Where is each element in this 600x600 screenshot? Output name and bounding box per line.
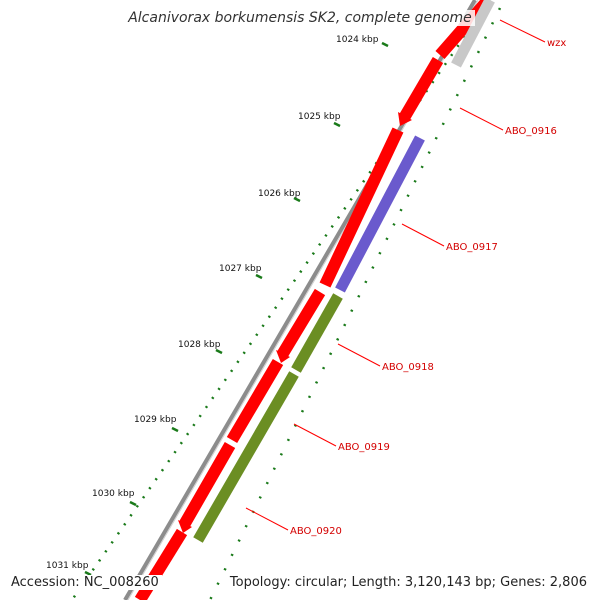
gene-label-ABO_0920[interactable]: ABO_0920 [290, 526, 342, 537]
gene-label-wzx[interactable]: wzx [547, 38, 566, 49]
tick-label: 1026 kbp [258, 189, 301, 199]
gene-label-ABO_0919[interactable]: ABO_0919 [338, 442, 390, 453]
gene-arrow-ABO_0916[interactable] [398, 56, 444, 122]
gene-arrow-ABO_0918[interactable] [291, 293, 343, 373]
gene-arrow-fwd-d[interactable] [178, 442, 236, 528]
map-title: Alcanivorax borkumensis SK2, complete ge… [0, 10, 600, 26]
tick-label: 1028 kbp [178, 340, 221, 350]
gene-arrow-wzx[interactable] [451, 0, 495, 68]
tick-labels: 1024 kbp 1025 kbp 1026 kbp 1027 kbp 1028… [46, 35, 379, 571]
tick-label: 1027 kbp [219, 264, 262, 274]
gene-labels: wzx ABO_0916 ABO_0917 ABO_0918 ABO_0919 … [290, 38, 566, 537]
tick-label: 1029 kbp [134, 415, 177, 425]
tick-label: 1030 kbp [92, 489, 135, 499]
gene-arrow-fwd-a[interactable] [319, 127, 404, 288]
forward-strand [134, 0, 493, 600]
map-title-text: Alcanivorax borkumensis SK2, complete ge… [125, 10, 475, 26]
gene-label-ABO_0918[interactable]: ABO_0918 [382, 362, 434, 373]
tick-label: 1031 kbp [46, 561, 89, 571]
tick-label: 1024 kbp [336, 35, 379, 45]
genome-summary-text: Topology: circular; Length: 3,120,143 bp… [226, 575, 590, 590]
gene-arrow-ABO_0919-0920[interactable] [193, 371, 299, 543]
tick-label: 1025 kbp [298, 112, 341, 122]
major-ticks [84, 41, 389, 577]
reverse-strand [193, 0, 495, 543]
accession-text: Accession: NC_008260 [8, 575, 162, 590]
gene-label-ABO_0917[interactable]: ABO_0917 [446, 242, 498, 253]
gene-arrow-ABO_0917[interactable] [335, 135, 425, 293]
gene-label-ABO_0916[interactable]: ABO_0916 [505, 126, 557, 137]
gene-leaders [245, 19, 546, 531]
gene-arrow-fwd-b[interactable] [276, 288, 326, 359]
gene-arrow-fwd-c[interactable] [226, 358, 284, 444]
inner-tick-ring [208, 7, 502, 600]
